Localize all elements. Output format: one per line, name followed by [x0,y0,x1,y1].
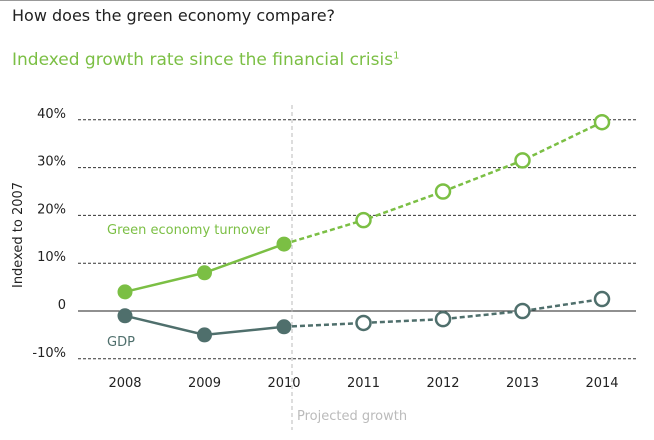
x-tick-label: 2009 [188,376,221,391]
data-point [117,284,133,300]
data-point-projected [593,290,611,308]
chart-subtitle: Indexed growth rate since the financial … [12,50,399,70]
x-tick-label: 2011 [347,376,380,391]
y-tick-label: -10% [32,346,66,361]
x-tick-label: 2014 [585,376,618,391]
x-tick-label: 2013 [506,376,539,391]
y-tick-label: 20% [37,202,66,217]
y-axis-label: Indexed to 2007 [11,182,26,288]
data-point-projected [514,302,531,320]
data-point-projected [434,310,452,328]
data-point-projected [355,211,372,229]
series-line-projected [283,121,603,246]
x-tick-label: 2012 [426,376,459,391]
data-point [117,308,133,324]
series-label: GDP [107,335,135,350]
subtitle-text: Indexed growth rate since the financial … [12,50,394,70]
data-point [276,319,292,335]
chart-title: How does the green economy compare? [12,6,336,25]
series-line-projected [283,297,603,329]
data-point [276,236,292,252]
data-point-projected [434,183,452,200]
data-point-projected [514,152,531,169]
data-point [197,265,212,281]
y-tick-label: 40% [37,107,66,122]
top-divider [0,0,654,1]
data-point [197,327,212,343]
data-point-projected [355,314,372,332]
x-tick-label: 2010 [267,376,300,391]
x-tick-label: 2008 [108,376,141,391]
projection-label: Projected growth [297,409,407,424]
series-label: Green economy turnover [107,223,271,238]
footnote-marker: 1 [393,50,400,62]
y-tick-label: 10% [37,250,66,265]
y-tick-label: 30% [37,155,66,170]
y-tick-label: 0 [58,298,66,313]
data-point-projected [593,113,611,131]
